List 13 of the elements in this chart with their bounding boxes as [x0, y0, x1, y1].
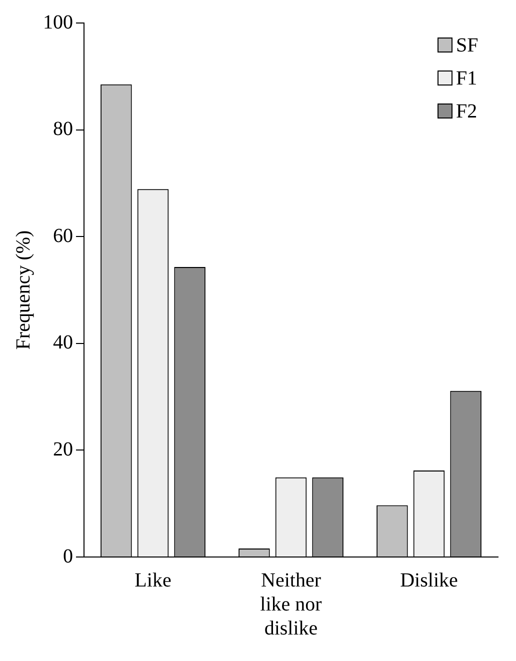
x-tick-label: Dislike: [400, 569, 458, 592]
x-tick-label: Like: [134, 569, 172, 592]
y-tick-label: 40: [53, 332, 73, 354]
legend-label: F1: [456, 67, 478, 90]
y-tick-label: 0: [63, 545, 73, 568]
legend-label: F2: [456, 100, 478, 122]
y-tick-label: 80: [53, 118, 73, 140]
y-tick-label: 100: [43, 11, 73, 34]
y-axis-title: Frequency (%): [12, 230, 34, 350]
x-tick-label: Neither like nor dislike: [260, 569, 322, 640]
legend-label: SF: [456, 34, 478, 56]
y-tick-label: 60: [53, 224, 73, 247]
y-tick-label: 20: [53, 438, 73, 460]
